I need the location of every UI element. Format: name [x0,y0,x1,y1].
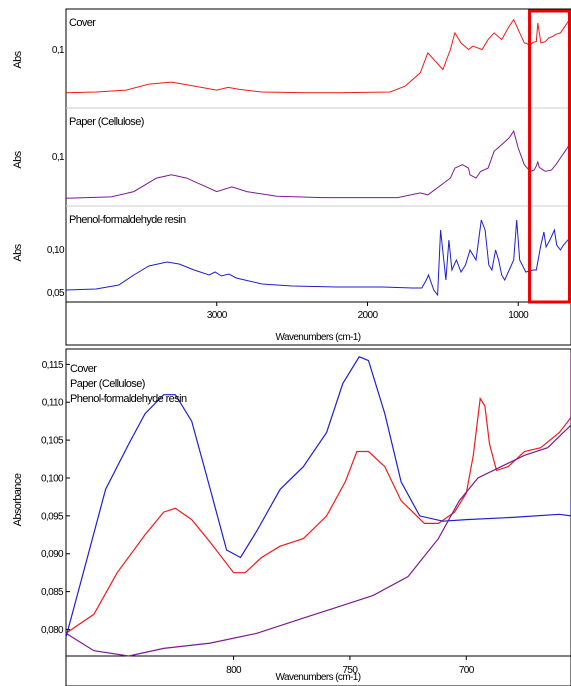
zoom-frame [65,348,571,686]
subpanel-ytick-resin-low: 0,05 [47,288,65,299]
series-line-paper [65,129,571,199]
zoom-xtick-label: 750 [342,665,358,676]
zoom-region-highlight [528,9,571,304]
subpanel-ytick-resin-high: 0,10 [47,245,65,256]
overview-xtick-label: 3000 [207,310,228,321]
subpanel-ytick-paper: 0,1 [52,152,65,163]
zoom-ytick-label: 0,115 [42,360,64,371]
zoom-ytick-label: 0,105 [41,436,64,447]
zoom-ytick-label: 0,090 [41,549,64,560]
subpanel-ylabel-resin: Abs [12,243,24,261]
overview-frame [65,8,571,346]
series-line-resin [65,219,571,297]
subpanel-title-resin: Phenol-formaldehyde resin [69,214,186,226]
zoom-panel: Absorbance Wavenumbers (cm-1) 0,115 0,110… [12,348,571,686]
subpanel-title-paper: Paper (Cellulose) [69,116,144,128]
legend-item-cover: Cover [70,363,97,375]
legend-item-resin: Phenol-formaldehyde resin [70,393,187,405]
zoom-ytick-label: 0,100 [41,473,64,484]
zoom-series-line-cover [65,356,571,634]
zoom-ytick-label: 0,085 [41,587,64,598]
zoom-series-line-paper [65,353,571,657]
zoom-ytick-label: 0,110 [42,398,64,409]
zoom-xtick-label: 800 [226,665,242,676]
zoom-ytick-label: 0,080 [41,625,64,636]
zoom-yaxis-label: Absorbance [12,473,24,526]
overview-panel: Cover Abs 0,1 Paper (Cellulose) Abs 0,1 … [12,8,571,346]
zoom-ytick-label: 0,095 [41,511,64,522]
subpanel-ylabel-cover: Abs [12,50,24,68]
series-line-cover [65,16,571,94]
legend-item-paper: Paper (Cellulose) [70,378,145,390]
zoom-xaxis-label: Wavenumbers (cm-1) [276,672,361,683]
subpanel-title-cover: Cover [69,17,96,29]
subpanel-ytick-cover: 0,1 [52,45,65,56]
overview-xaxis-label: Wavenumbers (cm-1) [276,332,361,343]
zoom-xtick-label: 700 [459,665,475,676]
overview-xtick-label: 1000 [508,310,529,321]
zoom-series-line-resin [65,356,571,638]
overview-xtick-label: 2000 [358,310,379,321]
subpanel-ylabel-paper: Abs [12,150,24,168]
